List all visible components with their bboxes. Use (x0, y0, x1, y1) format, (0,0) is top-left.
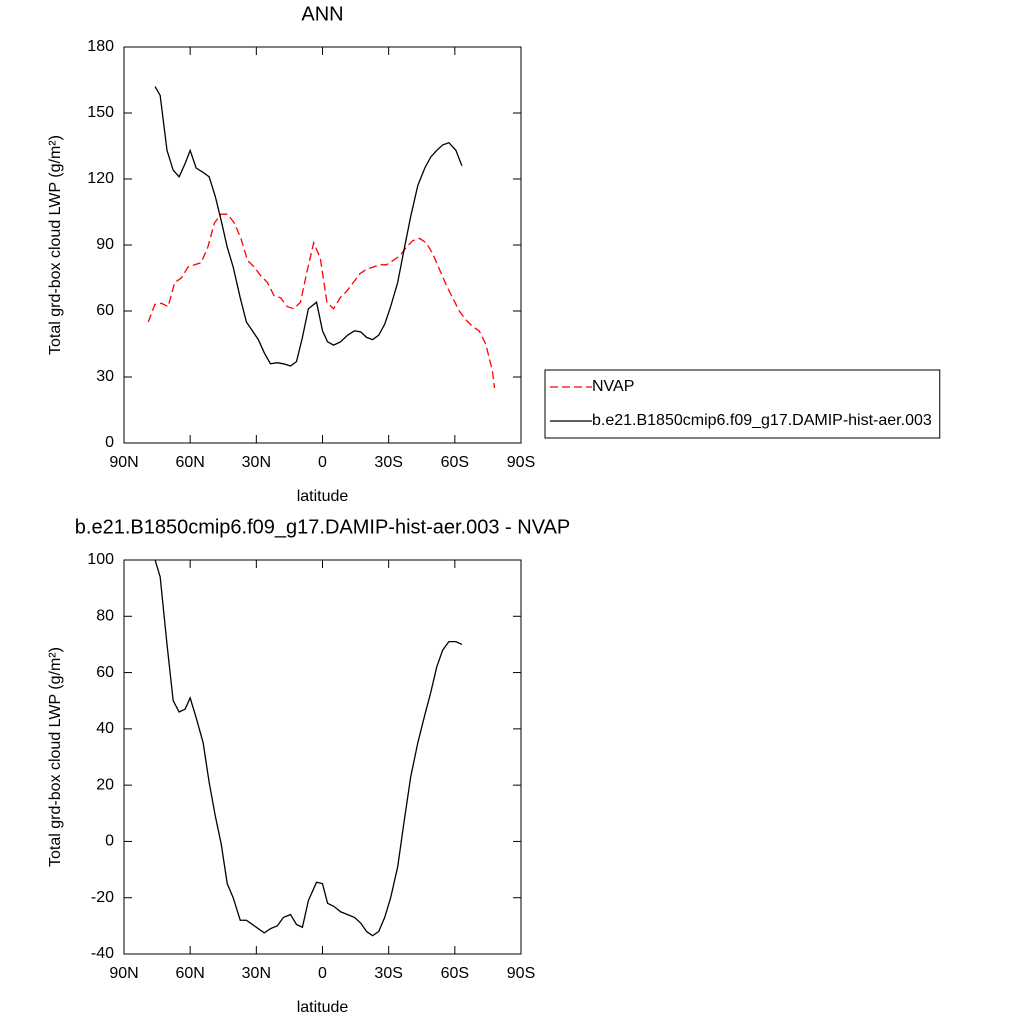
y-axis-label: Total grd-box cloud LWP (g/m²) (47, 647, 64, 867)
legend-frame (544, 369, 941, 439)
legend: NVAP b.e21.B1850cmip6.f09_g17.DAMIP-hist-… (544, 369, 941, 439)
y-tick-label: 20 (96, 776, 114, 793)
y-tick-label: -40 (91, 945, 114, 962)
y-tick-label: 90 (96, 236, 114, 253)
legend-label: b.e21.B1850cmip6.f09_g17.DAMIP-hist-aer.… (592, 412, 932, 429)
x-tick-label: 30N (242, 454, 271, 471)
x-tick-label: 60N (175, 454, 204, 471)
y-tick-label: 80 (96, 608, 114, 625)
x-axis-label: latitude (297, 488, 349, 505)
x-tick-label: 90N (109, 965, 138, 982)
y-tick-label: 60 (96, 302, 114, 319)
x-tick-label: 0 (318, 965, 327, 982)
y-tick-label: 30 (96, 368, 114, 385)
x-tick-label: 60S (441, 965, 469, 982)
x-tick-label: 30S (374, 454, 402, 471)
y-axis-label: Total grd-box cloud LWP (g/m²) (47, 135, 64, 355)
y-tick-label: -20 (91, 889, 114, 906)
data-line (154, 86, 463, 367)
y-tick-label: 120 (87, 170, 114, 187)
x-tick-label: 30S (374, 965, 402, 982)
x-axis-label: latitude (297, 999, 349, 1016)
chart-title: ANN (301, 3, 343, 25)
plot-frame (123, 559, 522, 955)
y-tick-label: 150 (87, 104, 114, 121)
x-tick-label: 0 (318, 454, 327, 471)
x-tick-label: 30N (242, 965, 271, 982)
x-tick-label: 60N (175, 965, 204, 982)
x-tick-label: 90S (507, 454, 535, 471)
y-tick-label: 180 (87, 38, 114, 55)
data-line (154, 559, 463, 937)
legend-label: NVAP (592, 378, 634, 395)
x-tick-label: 90S (507, 965, 535, 982)
y-tick-label: 40 (96, 720, 114, 737)
y-tick-label: 0 (105, 434, 114, 451)
x-tick-label: 60S (441, 454, 469, 471)
y-tick-label: 100 (87, 551, 114, 568)
chart-title: b.e21.B1850cmip6.f09_g17.DAMIP-hist-aer.… (75, 516, 570, 538)
y-tick-label: 60 (96, 664, 114, 681)
plot-frame (123, 46, 522, 444)
data-line (147, 213, 496, 389)
x-tick-label: 90N (109, 454, 138, 471)
y-tick-label: 0 (105, 833, 114, 850)
